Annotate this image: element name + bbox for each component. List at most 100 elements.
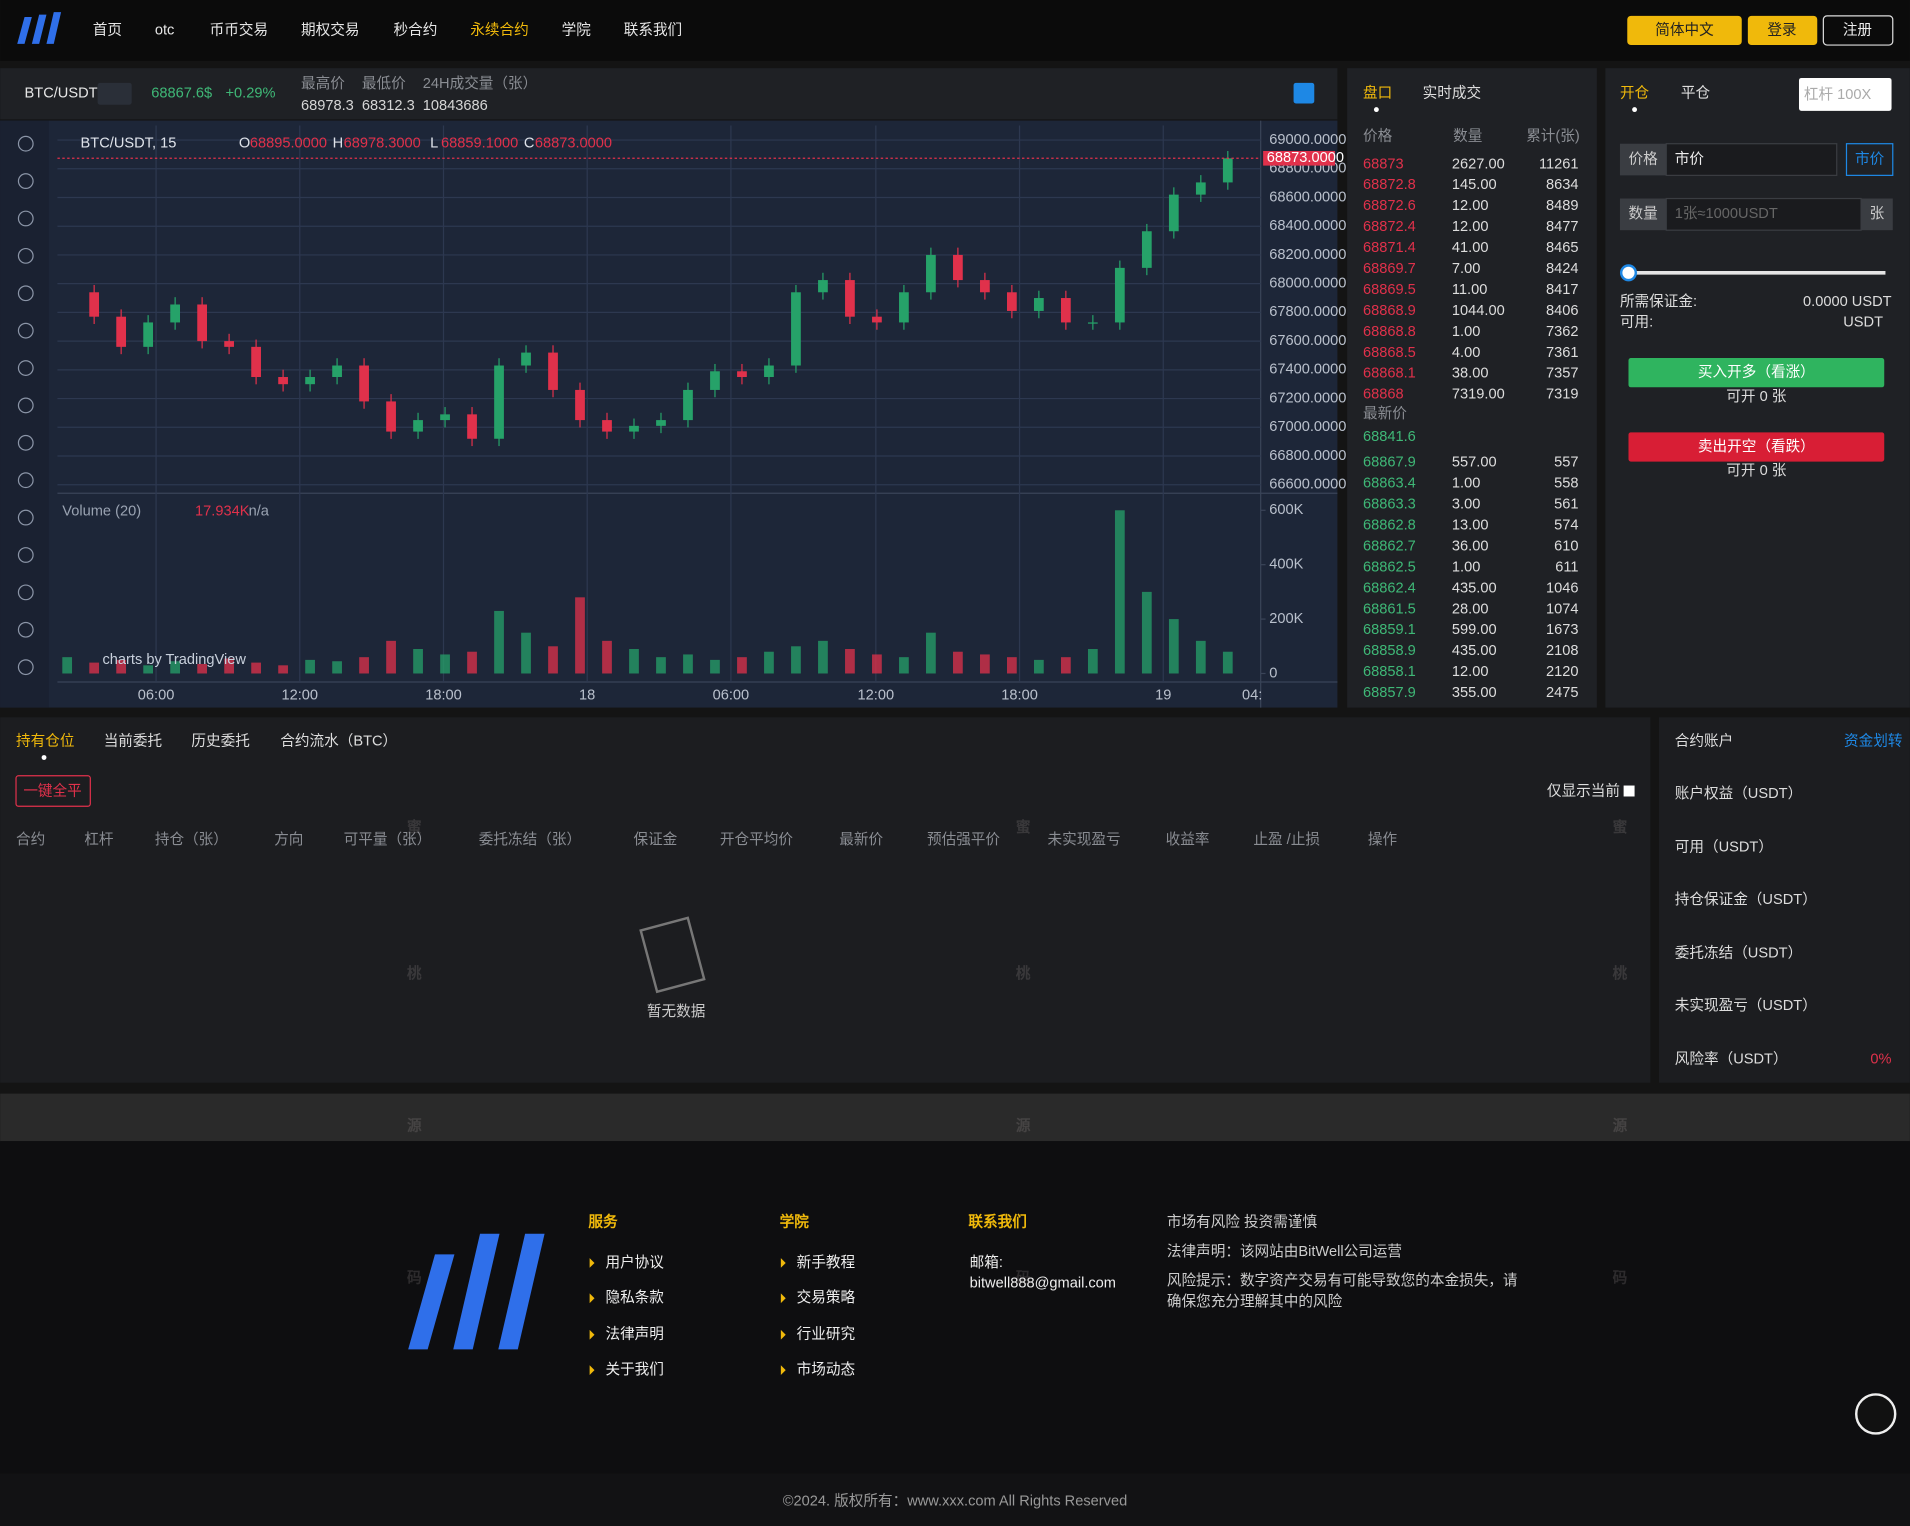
x-tick-label: 06:00: [138, 687, 175, 703]
tool-icon[interactable]: [17, 322, 34, 339]
volume-bar: [899, 657, 909, 674]
tool-icon[interactable]: [17, 173, 34, 190]
volume-bar: [440, 654, 450, 674]
book-total: 8477: [1546, 219, 1579, 235]
candle-body: [737, 371, 747, 378]
candle-body: [818, 280, 828, 293]
sell-label[interactable]: 卖出开空（看跌）: [1698, 438, 1815, 455]
footer-logo: [408, 1254, 455, 1350]
form-tab[interactable]: 开仓: [1620, 85, 1650, 102]
nav-item[interactable]: 联系我们: [624, 21, 682, 38]
positions-tab[interactable]: 当前委托: [104, 733, 163, 750]
nav-item[interactable]: 学院: [562, 21, 592, 38]
price-input-text[interactable]: 市价: [1675, 150, 1705, 167]
language-label[interactable]: 简体中文: [1655, 21, 1714, 38]
y-tick-label: 67000.0000: [1269, 419, 1346, 435]
footer-link[interactable]: 用户协议: [605, 1254, 664, 1271]
volume-bar: [494, 610, 504, 674]
nav-bar: [0, 0, 1910, 61]
nav-item[interactable]: otc: [155, 22, 175, 38]
footer-link[interactable]: 市场动态: [797, 1361, 855, 1378]
footer-title: 学院: [780, 1213, 810, 1231]
tool-icon[interactable]: [17, 547, 34, 563]
buy-label[interactable]: 买入开多（看涨）: [1698, 364, 1815, 381]
account-transfer[interactable]: 资金划转: [1844, 733, 1902, 750]
x-tick-label: 19: [1155, 687, 1171, 703]
footer-link[interactable]: 法律声明: [605, 1325, 663, 1343]
footer-link[interactable]: 新手教程: [797, 1254, 856, 1271]
volume-legend-na: n/a: [249, 503, 270, 519]
book-qty: 7.00: [1452, 261, 1480, 277]
volume-bar: [89, 662, 100, 674]
form-tab[interactable]: 平仓: [1681, 85, 1711, 102]
nav-item[interactable]: 期权交易: [301, 20, 359, 38]
ohlc-key: C: [524, 136, 535, 152]
buy-note: 可开 0 张: [1726, 388, 1786, 405]
candle-body: [89, 292, 100, 317]
orderbook-tab[interactable]: 盘口: [1363, 84, 1392, 102]
tool-icon[interactable]: [17, 621, 34, 638]
nav-item[interactable]: 秒合约: [394, 21, 438, 38]
slider-knob[interactable]: [1619, 264, 1638, 282]
help-button[interactable]: [1855, 1393, 1897, 1435]
tool-icon[interactable]: [17, 210, 34, 227]
tool-icon[interactable]: [17, 397, 34, 414]
ticker-label: 最低价: [362, 75, 406, 92]
positions-tab[interactable]: 合约流水（BTC）: [280, 733, 397, 750]
footer-logo: [453, 1233, 500, 1350]
volume-bar: [1141, 591, 1152, 674]
tool-icon[interactable]: [17, 434, 34, 451]
bullet: [589, 1365, 595, 1375]
tool-icon[interactable]: [17, 659, 34, 676]
tool-icon[interactable]: [17, 509, 34, 526]
login-label[interactable]: 登录: [1767, 21, 1796, 38]
close-all-label[interactable]: 一键全平: [23, 781, 81, 799]
tool-icon[interactable]: [17, 360, 34, 376]
sell-button: [1628, 432, 1885, 462]
positions-tab[interactable]: 持有仓位: [16, 733, 74, 750]
empty-icon: [639, 916, 706, 994]
tool-icon[interactable]: [17, 247, 34, 264]
chart-toolbar: [0, 120, 49, 708]
orderbook-header: 累计(张): [1526, 127, 1580, 144]
watermark: 桃: [407, 964, 422, 982]
footer-link[interactable]: 交易策略: [797, 1288, 856, 1306]
book-qty: 355.00: [1452, 685, 1497, 701]
candle-body: [899, 292, 909, 323]
book-qty: 435.00: [1452, 643, 1497, 659]
book-total: 7319: [1546, 387, 1579, 403]
ticker-value: 68978.3: [301, 98, 354, 114]
nav-item[interactable]: 永续合约: [470, 21, 528, 38]
tool-icon[interactable]: [17, 135, 34, 152]
nav-item[interactable]: 币币交易: [210, 20, 268, 38]
orderbook-tab[interactable]: 实时成交: [1423, 84, 1481, 102]
book-qty: 1044.00: [1452, 303, 1505, 319]
tool-icon[interactable]: [17, 285, 34, 302]
nav-item[interactable]: 首页: [93, 21, 122, 38]
volume-bar: [197, 663, 207, 674]
logo: [46, 12, 62, 44]
candle-body: [1168, 194, 1179, 232]
book-qty: 7319.00: [1452, 387, 1505, 403]
logo: [17, 17, 32, 44]
email-label: 邮箱:: [970, 1254, 1003, 1271]
leverage[interactable]: 杠杆 100X: [1804, 86, 1872, 103]
book-price: 68868: [1363, 387, 1404, 403]
footer-link[interactable]: 隐私条款: [605, 1289, 664, 1306]
tool-icon[interactable]: [17, 472, 34, 489]
ticker-label: 最高价: [301, 75, 345, 92]
volume-bar: [845, 649, 855, 674]
email: bitwell888@gmail.com: [970, 1276, 1116, 1292]
book-qty: 4.00: [1452, 345, 1480, 361]
register-label[interactable]: 注册: [1843, 21, 1872, 38]
footer-link[interactable]: 关于我们: [605, 1361, 663, 1378]
latest-label: 最新价: [1363, 405, 1407, 422]
footer-link[interactable]: 行业研究: [797, 1326, 856, 1343]
market-button-label[interactable]: 市价: [1855, 150, 1885, 167]
positions-tab[interactable]: 历史委托: [191, 733, 250, 750]
book-price: 68857.9: [1363, 685, 1416, 701]
qty-placeholder[interactable]: 1张≈1000USDT: [1675, 205, 1778, 222]
x-tick-label: 12:00: [282, 687, 319, 703]
tool-icon[interactable]: [17, 584, 34, 601]
candle-body: [359, 365, 369, 402]
